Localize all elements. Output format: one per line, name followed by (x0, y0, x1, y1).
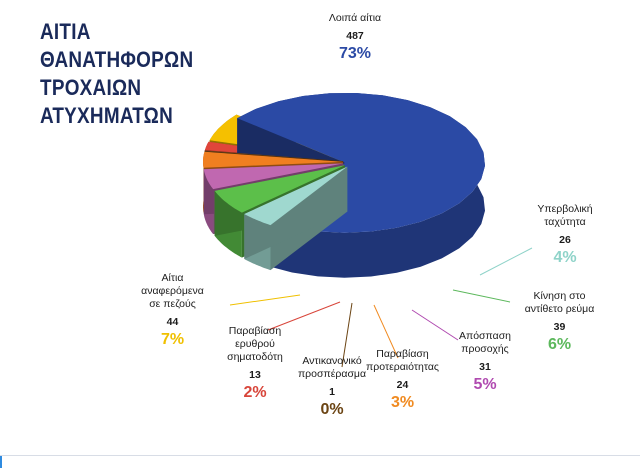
slice-name: προσπέρασμα (287, 368, 377, 381)
bottom-bar-mark (0, 456, 2, 468)
slice-percent: 0% (287, 401, 377, 419)
slice-name: αναφερόμενα (130, 285, 215, 298)
slice-name: Αντικανονικό (287, 355, 377, 368)
slice-name: Υπερβολική (520, 203, 610, 216)
slice-name: Απόσπαση (445, 330, 525, 343)
slice-label: Λοιπά αίτια 487 73% (300, 12, 410, 63)
slice-count: 44 (130, 315, 215, 329)
slice-name: αντίθετο ρεύμα (507, 303, 612, 316)
slice-name: σε πεζούς (130, 298, 215, 311)
slice-percent: 4% (520, 249, 610, 267)
leader-line (453, 290, 510, 302)
leader-line (230, 295, 300, 305)
slice-name: Αίτια (130, 272, 215, 285)
slice-name: Λοιπά αίτια (300, 12, 410, 25)
slice-name: ταχύτητα (520, 216, 610, 229)
slice-percent: 5% (445, 376, 525, 394)
slice-count: 487 (300, 29, 410, 43)
slice-percent: 73% (300, 45, 410, 63)
slice-name: ερυθρού (210, 338, 300, 351)
slice-name: Παραβίαση (210, 325, 300, 338)
slice-name: προσοχής (445, 343, 525, 356)
bottom-bar (0, 455, 640, 469)
slice-count: 13 (210, 368, 300, 382)
slice-name: σηματοδότη (210, 351, 300, 364)
slice-count: 26 (520, 233, 610, 247)
slice-percent: 7% (130, 331, 215, 349)
slice-name: Κίνηση στο (507, 290, 612, 303)
slice-percent: 2% (210, 384, 300, 402)
slice-count: 1 (287, 385, 377, 399)
slice-count: 31 (445, 360, 525, 374)
